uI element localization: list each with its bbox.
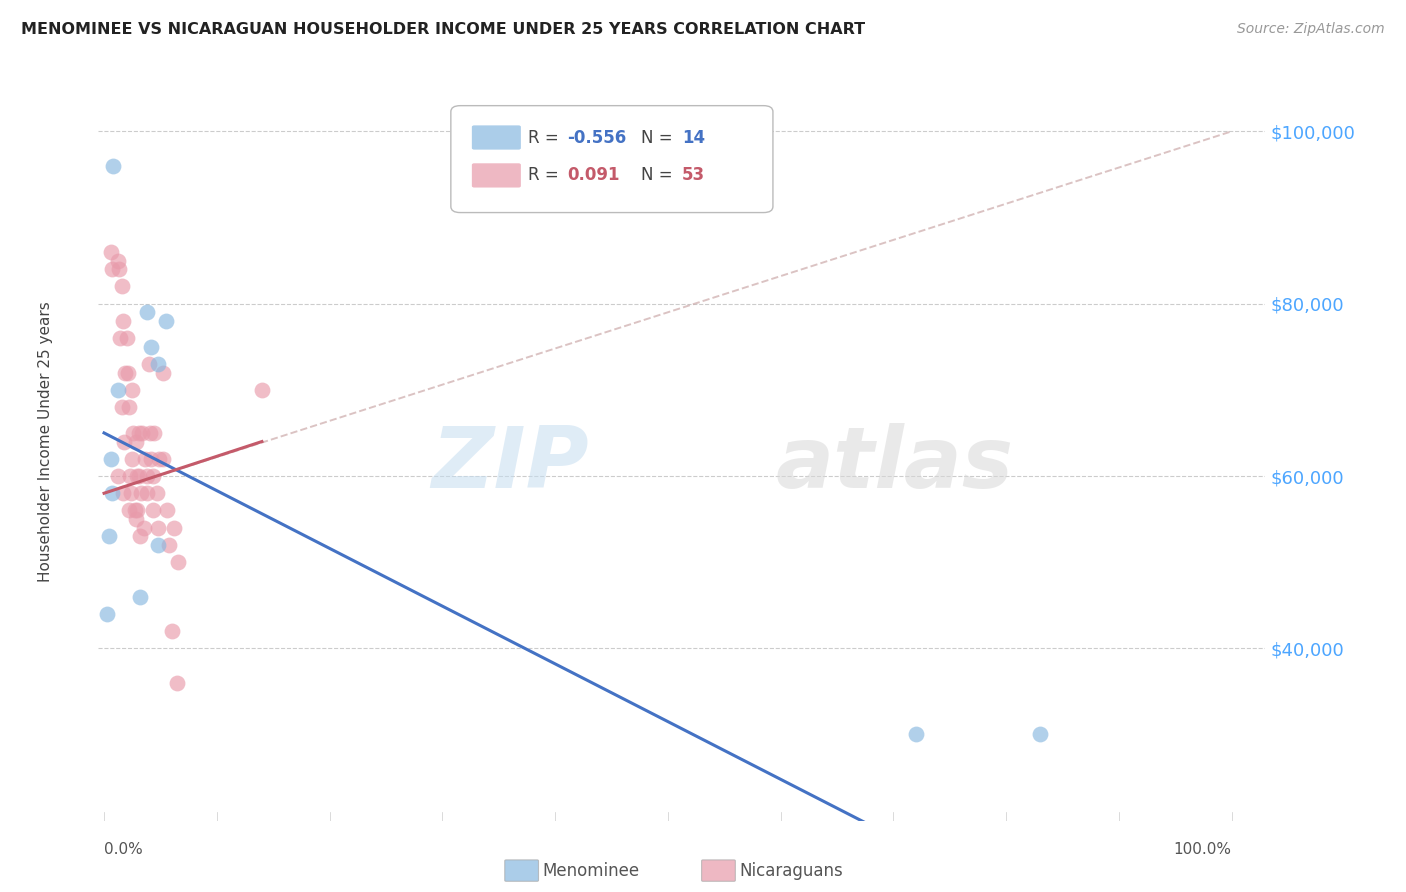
- Point: [146, 486, 169, 500]
- Point: [121, 383, 143, 397]
- Point: [118, 400, 141, 414]
- Point: [132, 521, 155, 535]
- Point: [129, 486, 152, 500]
- Point: [112, 486, 135, 500]
- Point: [112, 314, 135, 328]
- Point: [134, 451, 156, 466]
- Point: [141, 451, 163, 466]
- Text: 0.0%: 0.0%: [104, 842, 143, 857]
- Text: MENOMINEE VS NICARAGUAN HOUSEHOLDER INCOME UNDER 25 YEARS CORRELATION CHART: MENOMINEE VS NICARAGUAN HOUSEHOLDER INCO…: [21, 22, 865, 37]
- Point: [148, 538, 170, 552]
- Point: [124, 512, 146, 526]
- Point: [111, 279, 134, 293]
- Point: [125, 503, 148, 517]
- Point: [1029, 727, 1052, 741]
- Point: [107, 469, 129, 483]
- Point: [156, 503, 179, 517]
- Point: [101, 262, 124, 277]
- Text: N =: N =: [641, 167, 672, 185]
- Point: [135, 305, 157, 319]
- Point: [141, 469, 163, 483]
- Point: [135, 469, 157, 483]
- Point: [118, 503, 141, 517]
- Text: 14: 14: [682, 128, 704, 146]
- Point: [120, 486, 142, 500]
- Text: Householder Income Under 25 years: Householder Income Under 25 years: [38, 301, 53, 582]
- Point: [141, 503, 163, 517]
- Point: [114, 366, 136, 380]
- Text: N =: N =: [641, 128, 672, 146]
- Point: [107, 383, 129, 397]
- Text: -0.556: -0.556: [568, 128, 627, 146]
- Point: [148, 357, 170, 371]
- Point: [148, 521, 170, 535]
- Point: [117, 366, 139, 380]
- Point: [250, 383, 273, 397]
- Text: R =: R =: [527, 128, 558, 146]
- Text: atlas: atlas: [775, 423, 1014, 506]
- Point: [135, 486, 157, 500]
- Point: [115, 331, 138, 345]
- Point: [129, 590, 152, 604]
- Point: [96, 607, 118, 621]
- Point: [152, 366, 174, 380]
- Point: [111, 400, 134, 414]
- Point: [159, 538, 181, 552]
- Text: ZIP: ZIP: [430, 423, 589, 506]
- Point: [122, 425, 145, 440]
- Point: [124, 503, 146, 517]
- Text: 100.0%: 100.0%: [1174, 842, 1232, 857]
- Point: [131, 425, 153, 440]
- Text: Nicaraguans: Nicaraguans: [740, 862, 844, 880]
- Point: [166, 675, 188, 690]
- Point: [97, 529, 120, 543]
- Point: [167, 555, 190, 569]
- Point: [100, 244, 122, 259]
- Point: [125, 469, 148, 483]
- Point: [118, 469, 141, 483]
- Point: [107, 262, 129, 277]
- Point: [128, 469, 150, 483]
- Point: [152, 451, 174, 466]
- Point: [904, 727, 927, 741]
- Point: [139, 425, 162, 440]
- Point: [107, 253, 129, 268]
- Point: [100, 451, 122, 466]
- Point: [124, 434, 146, 449]
- FancyBboxPatch shape: [472, 126, 520, 150]
- Point: [163, 521, 186, 535]
- Point: [108, 331, 131, 345]
- Point: [101, 486, 124, 500]
- Point: [142, 425, 165, 440]
- Point: [148, 451, 170, 466]
- Point: [129, 529, 152, 543]
- Point: [112, 434, 135, 449]
- Point: [141, 340, 163, 354]
- Point: [160, 624, 183, 639]
- FancyBboxPatch shape: [451, 105, 773, 212]
- Point: [138, 357, 160, 371]
- Text: Menominee: Menominee: [543, 862, 640, 880]
- Text: 0.091: 0.091: [568, 167, 620, 185]
- FancyBboxPatch shape: [472, 163, 520, 187]
- Point: [128, 425, 150, 440]
- Text: 53: 53: [682, 167, 704, 185]
- Point: [101, 159, 124, 173]
- Point: [155, 314, 177, 328]
- Point: [121, 451, 143, 466]
- Text: Source: ZipAtlas.com: Source: ZipAtlas.com: [1237, 22, 1385, 37]
- Text: R =: R =: [527, 167, 558, 185]
